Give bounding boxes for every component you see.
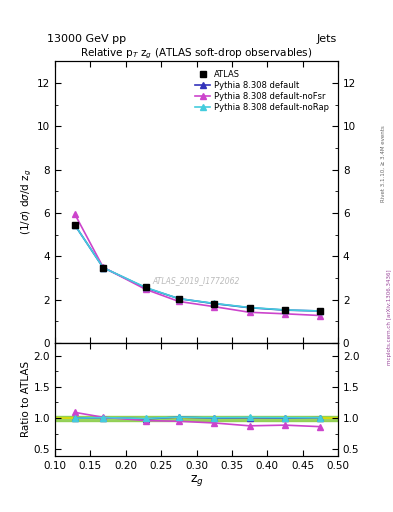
ATLAS (143, 284, 148, 290)
Pythia 8.308 default-noFsr (101, 264, 105, 270)
Pythia 8.308 default-noFsr (247, 309, 252, 315)
Text: ATLAS_2019_I1772062: ATLAS_2019_I1772062 (153, 276, 240, 286)
ATLAS (283, 307, 287, 313)
Pythia 8.308 default-noRap (72, 222, 77, 228)
Pythia 8.308 default-noFsr (283, 311, 287, 317)
Pythia 8.308 default-noFsr (176, 298, 181, 305)
Text: mcplots.cern.ch [arXiv:1306.3436]: mcplots.cern.ch [arXiv:1306.3436] (387, 270, 391, 365)
ATLAS (72, 222, 77, 228)
X-axis label: z$_g$: z$_g$ (189, 473, 204, 488)
ATLAS (318, 308, 323, 314)
Pythia 8.308 default-noFsr (143, 286, 148, 292)
Bar (55, 416, 338, 421)
Line: ATLAS: ATLAS (72, 222, 323, 314)
Pythia 8.308 default-noRap (176, 295, 181, 302)
Pythia 8.308 default-noRap (143, 284, 148, 290)
Line: Pythia 8.308 default: Pythia 8.308 default (72, 222, 323, 314)
Title: Relative p$_T$ z$_g$ (ATLAS soft-drop observables): Relative p$_T$ z$_g$ (ATLAS soft-drop ob… (80, 47, 313, 61)
Pythia 8.308 default-noFsr (212, 304, 217, 310)
Pythia 8.308 default (101, 265, 105, 271)
Text: 13000 GeV pp: 13000 GeV pp (47, 33, 126, 44)
Pythia 8.308 default (247, 305, 252, 311)
Pythia 8.308 default-noRap (101, 265, 105, 271)
Pythia 8.308 default-noFsr (72, 211, 77, 217)
Pythia 8.308 default (212, 301, 217, 307)
Pythia 8.308 default-noRap (212, 301, 217, 307)
ATLAS (247, 305, 252, 311)
Pythia 8.308 default-noRap (247, 305, 252, 311)
Pythia 8.308 default-noRap (283, 307, 287, 313)
Text: Jets: Jets (316, 33, 336, 44)
ATLAS (101, 265, 105, 271)
Pythia 8.308 default (176, 295, 181, 302)
Pythia 8.308 default (318, 308, 323, 314)
ATLAS (212, 301, 217, 307)
Pythia 8.308 default-noRap (318, 308, 323, 314)
Pythia 8.308 default (283, 307, 287, 313)
Line: Pythia 8.308 default-noFsr: Pythia 8.308 default-noFsr (72, 211, 323, 318)
ATLAS (176, 296, 181, 303)
Y-axis label: (1/$\sigma$) d$\sigma$/d z$_g$: (1/$\sigma$) d$\sigma$/d z$_g$ (20, 169, 34, 236)
Legend: ATLAS, Pythia 8.308 default, Pythia 8.308 default-noFsr, Pythia 8.308 default-no: ATLAS, Pythia 8.308 default, Pythia 8.30… (193, 69, 331, 114)
Pythia 8.308 default-noFsr (318, 312, 323, 318)
Pythia 8.308 default (143, 285, 148, 291)
Text: Rivet 3.1.10, ≥ 3.4M events: Rivet 3.1.10, ≥ 3.4M events (381, 125, 386, 202)
Line: Pythia 8.308 default-noRap: Pythia 8.308 default-noRap (72, 222, 323, 314)
Pythia 8.308 default (72, 222, 77, 228)
Y-axis label: Ratio to ATLAS: Ratio to ATLAS (21, 361, 31, 437)
